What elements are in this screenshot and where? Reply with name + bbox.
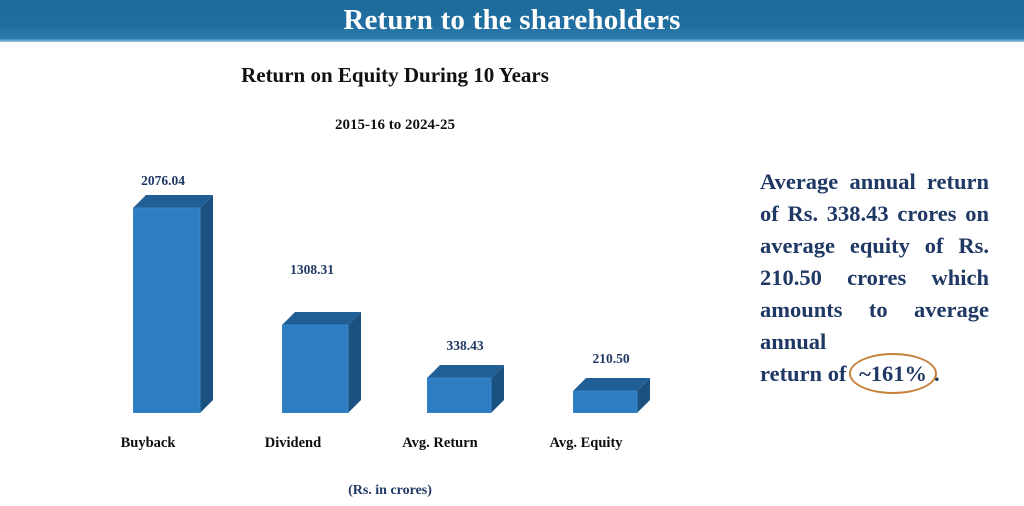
header-banner: Return to the shareholders [0,0,1024,42]
bar-dividend-shape [281,312,361,414]
commentary-body: Average annual return of Rs. 338.43 cror… [760,169,989,322]
bar-value-dividend: 1308.31 [290,262,334,277]
bar-dividend [281,312,361,414]
bar-label-avg-return: Avg. Return [402,435,478,451]
bar-value-avg-return: 338.43 [446,338,484,353]
commentary-last-line: return of ~161% . [760,353,989,394]
chart-subtitle: 2015-16 to 2024-25 [335,117,455,133]
bar-label-buyback: Buyback [120,435,176,451]
bar-label-dividend: Dividend [264,435,322,451]
bar-buyback-shape [132,195,213,414]
bar-label-avg-equity: Avg. Equity [549,435,623,451]
highlight-value: ~161% [859,361,928,386]
page-title: Return to the shareholders [343,4,681,36]
commentary-last-suffix: . [934,361,940,386]
bar-chart: 2076.04 Buyback 1308.31 Dividend 338.43 … [120,173,650,451]
bar-avg-return-shape [426,365,504,414]
bar-avg-equity-shape [572,378,650,414]
commentary-text: Average annual return of Rs. 338.43 cror… [760,166,990,394]
bar-avg-equity [572,378,650,414]
bar-buyback [132,195,213,414]
commentary-last-prefix: return of [760,361,847,386]
highlight-161-percent: ~161% [849,353,938,394]
bar-value-buyback: 2076.04 [141,173,185,188]
bar-value-avg-equity: 210.50 [592,351,630,366]
chart-units-caption: (Rs. in crores) [348,483,432,498]
chart-title: Return on Equity During 10 Years [241,63,549,87]
commentary-tail: average annual [760,297,990,354]
bar-avg-return [426,365,504,414]
